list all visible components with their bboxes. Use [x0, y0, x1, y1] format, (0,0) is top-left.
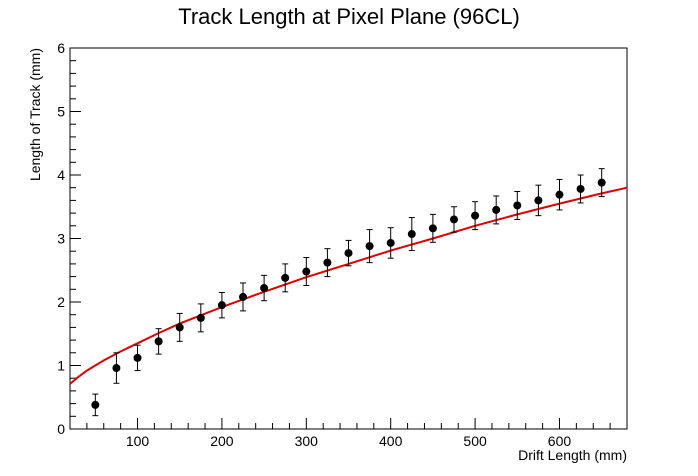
data-point [365, 242, 374, 251]
y-tick-label: 6 [57, 40, 65, 56]
x-axis-label: Drift Length (mm) [518, 447, 627, 463]
x-tick-label: 400 [379, 433, 403, 449]
data-point [555, 190, 564, 199]
data-point [112, 364, 121, 373]
data-point [344, 249, 353, 258]
fit-curve [69, 186, 628, 385]
y-tick-label: 1 [57, 358, 65, 374]
x-tick-label: 600 [548, 433, 572, 449]
data-point [91, 400, 100, 409]
chart-title: Track Length at Pixel Plane (96CL) [178, 4, 520, 29]
data-point [513, 201, 522, 210]
data-point [471, 211, 480, 220]
y-axis-ticks: 0 1 2 3 4 5 6 [57, 40, 81, 437]
fit-curve-layer [69, 186, 628, 385]
y-tick-label: 2 [57, 294, 65, 310]
y-tick-label: 3 [57, 231, 65, 247]
y-axis-label: Length of Track (mm) [27, 48, 43, 181]
data-point [260, 284, 269, 293]
data-point [597, 178, 606, 187]
data-point [576, 184, 585, 193]
data-point [534, 196, 543, 205]
y-tick-label: 0 [57, 421, 65, 437]
data-point [175, 323, 184, 332]
y-tick-label: 4 [57, 167, 65, 183]
data-point [217, 301, 226, 310]
x-tick-label: 500 [463, 433, 487, 449]
plot-frame [69, 47, 628, 430]
x-axis-ticks: 100 200 300 400 500 600 [69, 418, 628, 449]
data-point [281, 273, 290, 282]
data-point [492, 205, 501, 214]
x-tick-label: 300 [295, 433, 319, 449]
y-tick-label: 5 [57, 104, 65, 120]
data-points-layer [91, 168, 606, 417]
data-point [386, 238, 395, 247]
x-tick-label: 200 [210, 433, 234, 449]
data-point [133, 353, 142, 362]
data-point [196, 313, 205, 322]
data-point [407, 230, 416, 239]
data-point [323, 258, 332, 267]
x-tick-label: 100 [126, 433, 150, 449]
data-point [449, 215, 458, 224]
data-point [239, 292, 248, 301]
data-point [154, 337, 163, 346]
data-point [428, 224, 437, 233]
data-point [302, 267, 311, 276]
